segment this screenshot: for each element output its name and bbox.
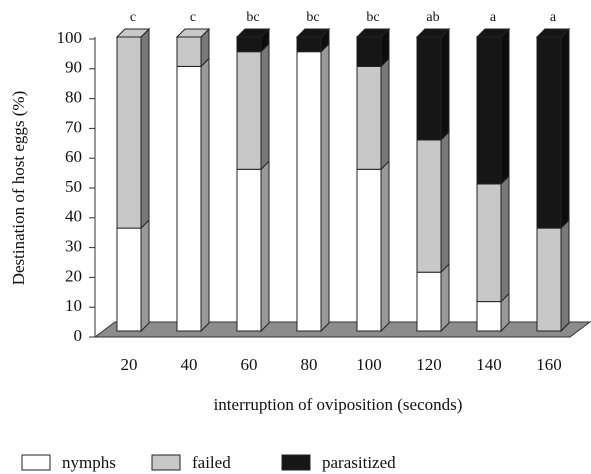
annotation: bc	[306, 10, 319, 25]
x-tick-label: 100	[356, 355, 382, 374]
bar-segment	[356, 36, 382, 67]
x-tick-label: 40	[181, 355, 198, 374]
x-tick-label: 120	[416, 355, 442, 374]
annotation: bc	[366, 10, 379, 25]
bar-side	[260, 42, 270, 171]
bar-segment	[416, 139, 442, 273]
y-tick-label: 60	[65, 147, 82, 166]
bar-side	[140, 218, 150, 333]
legend-swatch	[281, 454, 311, 471]
bar-side	[200, 57, 210, 333]
y-tick-label: 70	[65, 117, 82, 136]
bar-segment	[536, 36, 562, 229]
legend-swatch	[151, 454, 181, 471]
bar-side	[440, 130, 450, 274]
bar-segment	[476, 36, 502, 185]
bar-side	[260, 160, 270, 333]
x-tick-label: 20	[121, 355, 138, 374]
bar-side	[560, 27, 570, 230]
bar-top	[355, 28, 391, 38]
y-tick-label: 90	[65, 58, 82, 77]
bar-side	[500, 27, 510, 186]
bar-side	[500, 174, 510, 303]
bar-side	[320, 42, 330, 333]
bar-segment	[116, 227, 142, 332]
bar-side	[440, 262, 450, 333]
y-tick-label: 50	[65, 177, 82, 196]
annotation: bc	[246, 10, 259, 25]
y-tick-label: 100	[57, 28, 83, 47]
y-tick-label: 80	[65, 88, 82, 107]
y-tick-label: 10	[65, 296, 82, 315]
bar-top	[115, 28, 151, 38]
y-tick-label: 30	[65, 237, 82, 256]
bar-segment	[176, 36, 202, 67]
bar-segment	[236, 168, 262, 332]
bar-segment	[296, 36, 322, 53]
bar-segment	[356, 168, 382, 332]
y-tick-label: 0	[74, 326, 83, 345]
x-tick-label: 140	[476, 355, 502, 374]
bar-top	[295, 28, 331, 38]
bar-side	[380, 160, 390, 333]
legend-label: nymphs	[62, 453, 116, 472]
y-tick-label: 40	[65, 207, 82, 226]
bar-segment	[296, 51, 322, 332]
x-axis-label: interruption of oviposition (seconds)	[214, 395, 463, 414]
bar-segment	[536, 227, 562, 332]
floor	[93, 321, 591, 338]
bar-segment	[476, 183, 502, 303]
x-tick-label: 60	[241, 355, 258, 374]
bar-top	[535, 28, 571, 38]
bar-segment	[356, 65, 382, 170]
bar-top	[415, 28, 451, 38]
annotation: a	[550, 10, 557, 25]
annotation: c	[190, 10, 196, 25]
bar-side	[440, 27, 450, 142]
legend-label: parasitized	[322, 453, 396, 472]
bar-top	[175, 28, 211, 38]
bar-segment	[416, 36, 442, 141]
bar-segment	[416, 271, 442, 332]
bar-segment	[476, 301, 502, 332]
annotation: c	[130, 10, 136, 25]
x-tick-label: 160	[536, 355, 562, 374]
bar-segment	[236, 51, 262, 170]
bar-top	[235, 28, 271, 38]
bar-side	[560, 218, 570, 333]
bar-segment	[236, 36, 262, 53]
bar-segment	[176, 65, 202, 332]
bar-side	[140, 27, 150, 230]
y-tick-label: 20	[65, 266, 82, 285]
annotation: ab	[426, 10, 439, 25]
annotation: a	[490, 10, 497, 25]
legend-swatch	[21, 454, 51, 471]
y-axis-label: Destination of host eggs (%)	[9, 91, 28, 286]
bar-segment	[116, 36, 142, 229]
bar-top	[475, 28, 511, 38]
bar-side	[380, 57, 390, 171]
legend-label: failed	[192, 453, 231, 472]
x-tick-label: 80	[301, 355, 318, 374]
